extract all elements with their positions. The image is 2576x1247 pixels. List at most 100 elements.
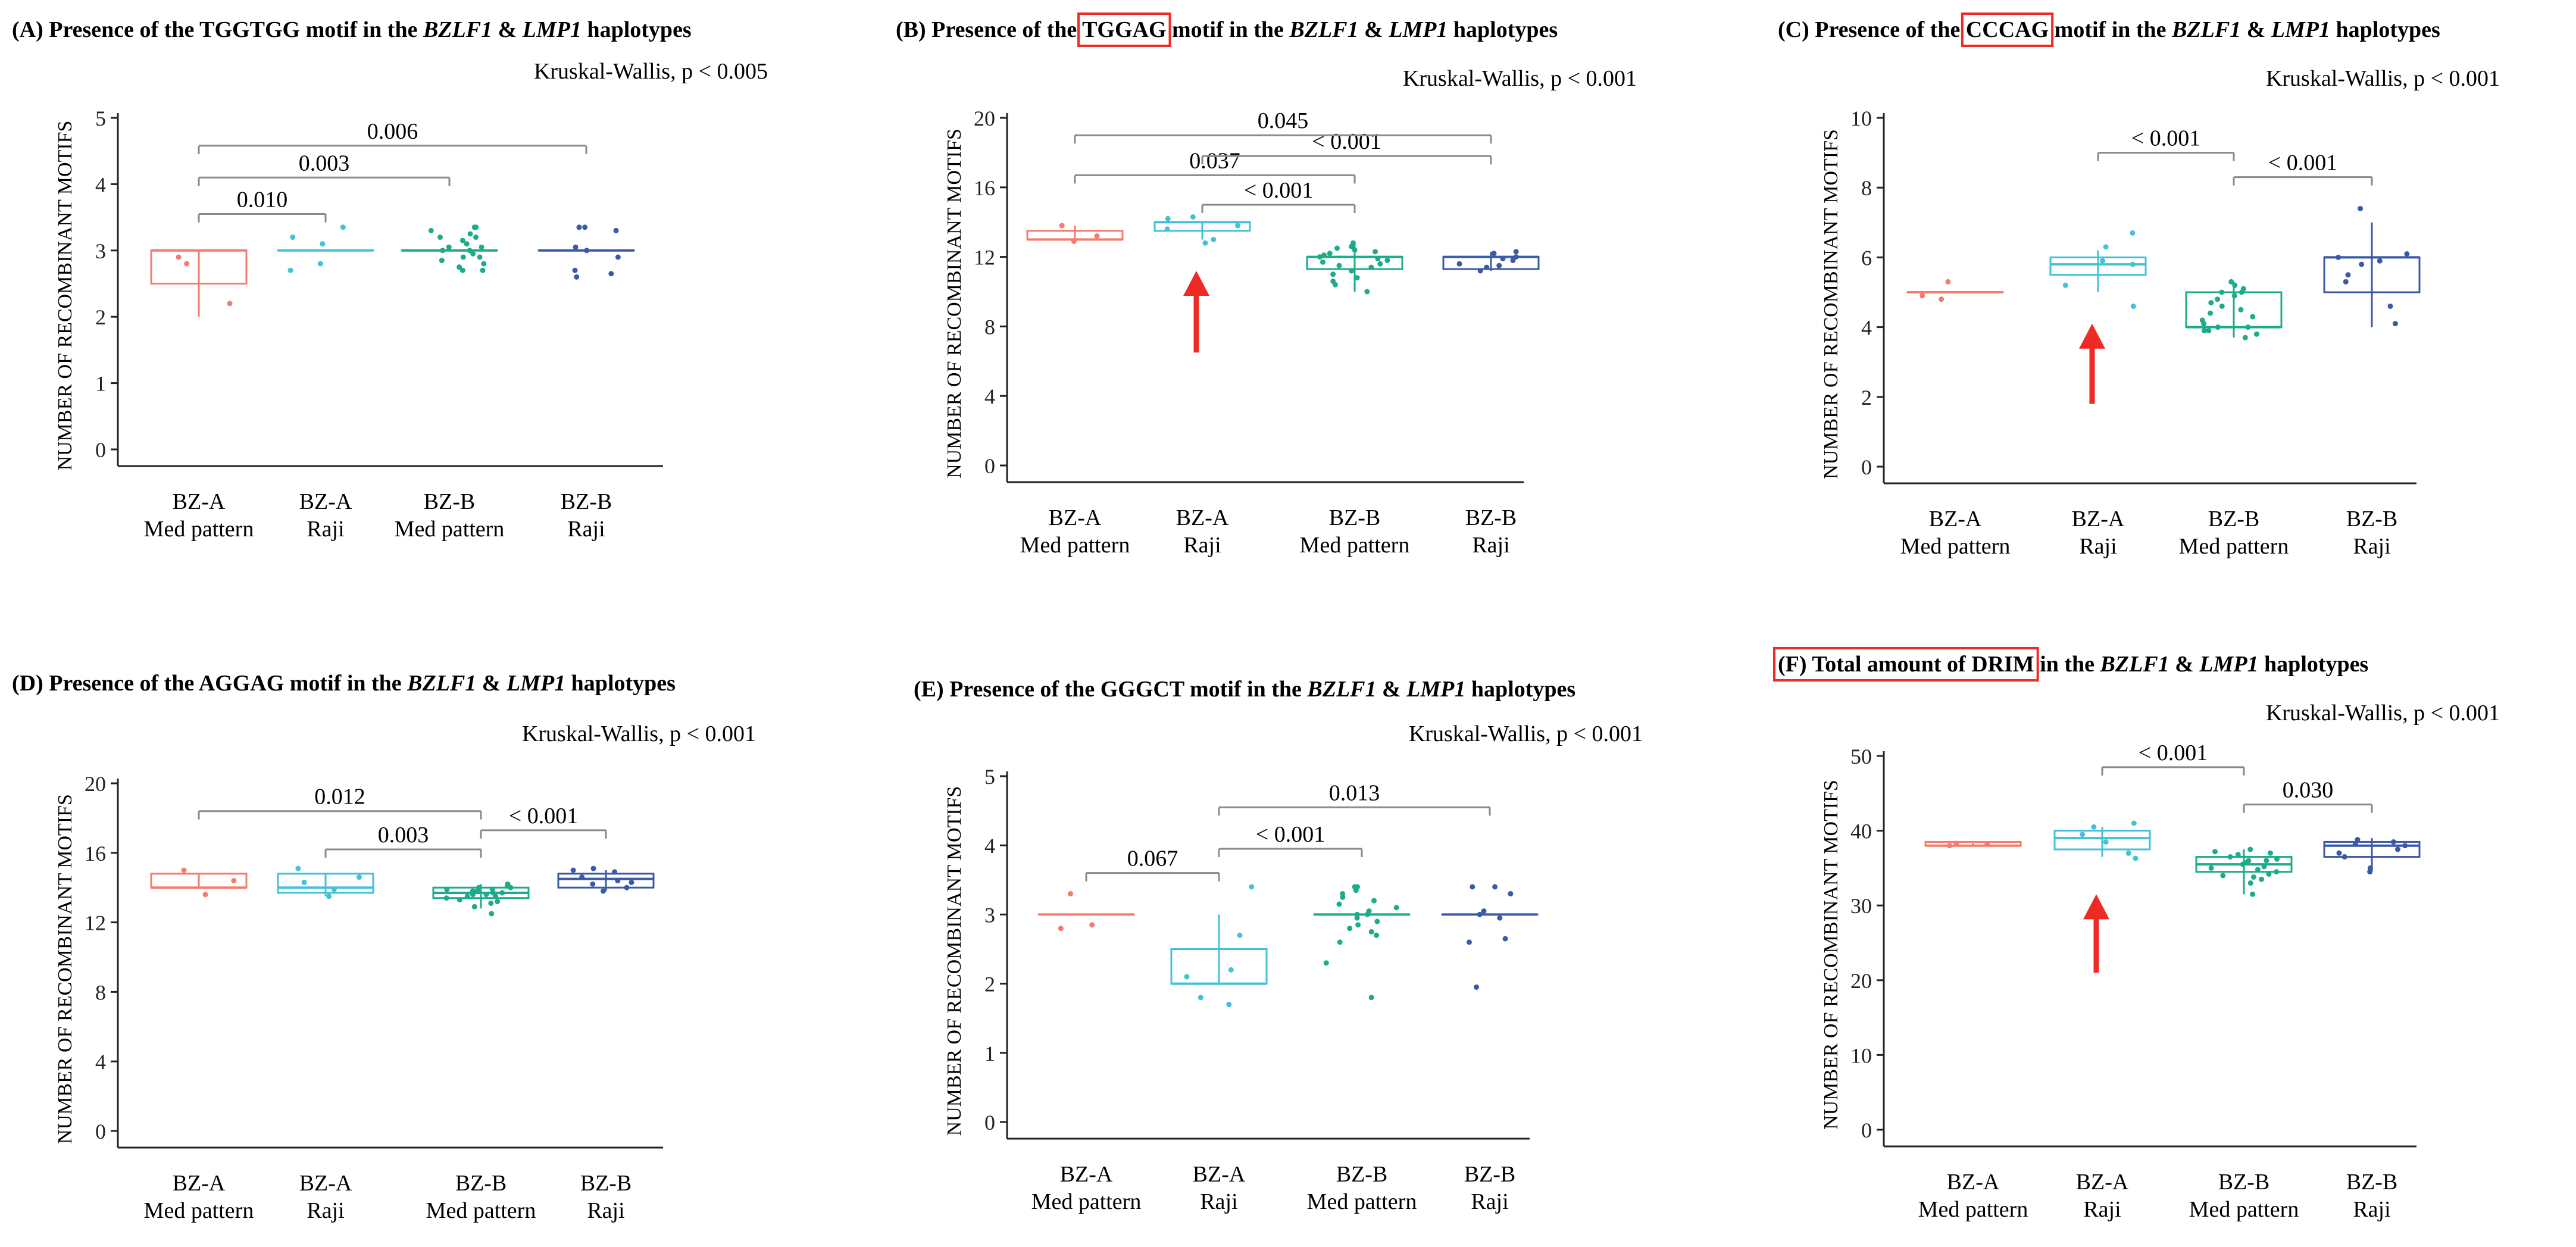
data-point bbox=[470, 251, 476, 257]
comparison-p-value: < 0.001 bbox=[2139, 740, 2208, 765]
title-gene2: LMP1 bbox=[522, 17, 582, 42]
data-point bbox=[2091, 824, 2097, 830]
kruskal-wallis-label: Kruskal-Wallis, p < 0.001 bbox=[2266, 701, 2500, 726]
data-point bbox=[1474, 984, 1480, 990]
title-gene1: BZLF1 bbox=[2171, 17, 2241, 42]
data-point bbox=[2206, 327, 2212, 333]
data-point bbox=[1355, 884, 1361, 890]
data-point bbox=[1481, 908, 1487, 914]
title-midfix: motif in the bbox=[2049, 17, 2172, 42]
data-point bbox=[489, 886, 495, 892]
data-point bbox=[320, 241, 326, 247]
data-point bbox=[1198, 995, 1203, 1001]
box-iqr bbox=[557, 873, 655, 889]
data-point bbox=[2246, 858, 2252, 864]
data-point bbox=[2250, 874, 2256, 880]
x-category-sublabel: Raji bbox=[2353, 1197, 2390, 1222]
data-point bbox=[579, 874, 585, 880]
y-tick-label: 20 bbox=[974, 107, 995, 130]
data-point bbox=[1513, 254, 1519, 260]
data-point bbox=[1340, 894, 1346, 900]
data-point bbox=[1323, 960, 1329, 966]
data-point bbox=[231, 878, 237, 884]
title-suffix: haplotypes bbox=[1448, 17, 1558, 42]
x-category-sublabel: Med pattern bbox=[1307, 1189, 1417, 1214]
x-category-label: BZ-A bbox=[299, 1171, 352, 1196]
title-gene2: LMP1 bbox=[506, 671, 565, 696]
box-iqr bbox=[277, 873, 374, 894]
x-category-sublabel: Med pattern bbox=[1900, 534, 2011, 559]
data-point bbox=[1226, 1001, 1232, 1007]
data-point bbox=[2201, 327, 2207, 333]
y-axis-label: NUMBER OF RECOMBINANT MOTIFS bbox=[54, 121, 76, 471]
red-arrow-head bbox=[2083, 894, 2109, 920]
data-point bbox=[2208, 865, 2214, 871]
title-suffix: haplotypes bbox=[2330, 17, 2440, 42]
title-amp: & bbox=[492, 17, 523, 42]
data-point bbox=[290, 235, 296, 240]
data-point bbox=[227, 301, 233, 307]
data-point bbox=[590, 881, 596, 887]
data-point bbox=[464, 241, 470, 247]
y-tick-label: 8 bbox=[95, 980, 106, 1004]
data-point bbox=[572, 267, 578, 273]
y-tick-label: 2 bbox=[984, 973, 995, 996]
kruskal-wallis-label: Kruskal-Wallis, p < 0.001 bbox=[1403, 66, 1637, 91]
data-point bbox=[1320, 259, 1325, 265]
x-category-sublabel: Med pattern bbox=[144, 517, 254, 542]
x-category-label: BZ-A bbox=[173, 1171, 226, 1196]
x-category-label: BZ-B bbox=[580, 1171, 632, 1196]
data-point bbox=[1355, 922, 1361, 928]
x-category-sublabel: Raji bbox=[567, 517, 605, 542]
highlight-box bbox=[1961, 12, 2054, 47]
data-point bbox=[2208, 310, 2214, 316]
x-category-sublabel: Med pattern bbox=[144, 1198, 254, 1223]
panel-B: (B) Presence of the TGGAG motif in the B… bbox=[896, 12, 1637, 558]
data-point bbox=[2247, 880, 2253, 886]
data-point bbox=[2392, 321, 2398, 327]
y-tick-label: 20 bbox=[1850, 969, 1872, 993]
x-category-label: BZ-B bbox=[2346, 507, 2398, 532]
data-point bbox=[295, 865, 301, 871]
y-tick-label: 16 bbox=[85, 842, 106, 865]
data-point bbox=[483, 892, 489, 898]
data-point bbox=[1249, 884, 1255, 890]
x-category-label: BZ-B bbox=[1336, 1162, 1388, 1187]
data-point bbox=[1477, 911, 1483, 917]
x-category-sublabel: Raji bbox=[2079, 534, 2117, 559]
data-point bbox=[446, 244, 452, 250]
title-gene1: BZLF1 bbox=[2100, 652, 2169, 677]
data-point bbox=[439, 258, 445, 264]
y-tick-label: 0 bbox=[984, 454, 995, 478]
data-point bbox=[1330, 278, 1336, 284]
x-category-sublabel: Med pattern bbox=[1020, 533, 1130, 558]
data-point bbox=[467, 248, 473, 254]
title-suffix: haplotypes bbox=[582, 17, 692, 42]
title-prefix: (C) Presence of the bbox=[1778, 17, 1966, 42]
data-point bbox=[474, 888, 480, 894]
x-category-sublabel: Med pattern bbox=[1031, 1189, 1142, 1214]
red-arrow-head bbox=[1183, 270, 1209, 296]
data-point bbox=[2255, 867, 2261, 873]
title-amp: & bbox=[1359, 17, 1389, 42]
data-point bbox=[1094, 233, 1100, 239]
data-point bbox=[457, 897, 462, 903]
comparison-p-value: 0.037 bbox=[1189, 148, 1240, 173]
x-category-sublabel: Raji bbox=[1200, 1189, 1237, 1214]
comparison-p-value: < 0.001 bbox=[1256, 822, 1325, 847]
title-highlight-motif: (F) Total amount of DRIM bbox=[1778, 652, 2034, 677]
x-category-label: BZ-A bbox=[1049, 505, 1102, 530]
x-category-label: BZ-B bbox=[424, 489, 476, 514]
data-point bbox=[2343, 279, 2349, 285]
data-point bbox=[2359, 261, 2365, 267]
data-point bbox=[615, 878, 621, 884]
data-point bbox=[499, 890, 505, 896]
data-point bbox=[2238, 307, 2244, 312]
highlight-box bbox=[1773, 647, 2039, 682]
data-point bbox=[1352, 247, 1358, 253]
data-point bbox=[1228, 967, 1234, 973]
comparison-p-value: 0.013 bbox=[1329, 780, 1380, 805]
data-point bbox=[464, 893, 470, 899]
box-iqr bbox=[2323, 840, 2421, 858]
data-point bbox=[1071, 238, 1077, 244]
